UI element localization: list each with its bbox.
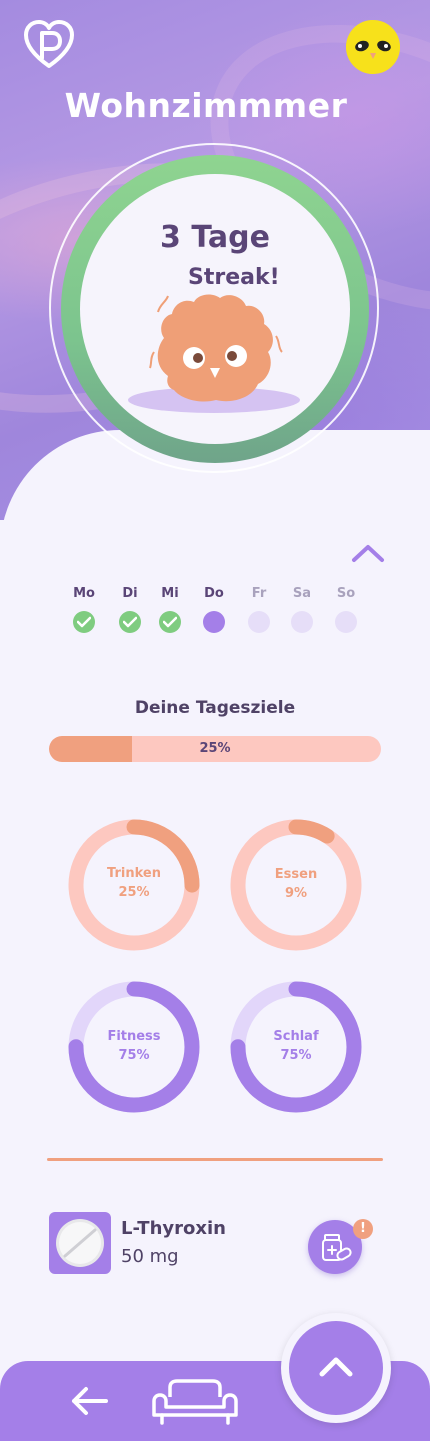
day-status-future — [335, 611, 357, 633]
medicine-bottle-icon — [322, 1234, 352, 1261]
check-icon — [163, 616, 177, 628]
heart-p-logo-icon[interactable] — [22, 18, 76, 72]
goal-name: Fitness — [107, 1029, 161, 1044]
goal-percent: 9% — [284, 886, 308, 901]
goal-percent: 75% — [280, 1048, 312, 1063]
medication-name: L-Thyroxin — [121, 1218, 226, 1239]
pill-icon[interactable] — [49, 1212, 111, 1274]
goal-donut-schlaf[interactable]: Schlaf 75% — [228, 979, 364, 1115]
progress-bar-label: 25% — [199, 741, 231, 756]
daily-goals-progress-bar: 25% — [49, 736, 381, 762]
day-label: Di — [122, 586, 138, 601]
daily-goals-title: Deine Tagesziele — [134, 698, 296, 718]
goal-donut-fitness[interactable]: Fitness 75% — [66, 979, 202, 1115]
day-label: Fr — [251, 586, 267, 601]
streak-count: 3 Tage — [160, 220, 270, 255]
day-label: Mo — [73, 586, 95, 601]
medication-dose: 50 mg — [121, 1246, 179, 1267]
arrow-left-icon[interactable] — [68, 1384, 110, 1418]
day-label: Mi — [161, 586, 179, 601]
day-mi: Mi — [148, 586, 192, 633]
donut-ring — [230, 819, 362, 951]
day-do: Do — [192, 586, 236, 633]
owl-avatar-icon[interactable] — [346, 20, 400, 74]
section-divider — [47, 1158, 383, 1161]
donut-ring — [68, 981, 200, 1113]
goal-name: Schlaf — [273, 1029, 319, 1044]
day-so: So — [324, 586, 368, 633]
goal-name: Essen — [274, 867, 318, 882]
donut-ring — [230, 981, 362, 1113]
medication-alert-badge: ! — [353, 1219, 373, 1239]
day-label: Sa — [292, 586, 312, 601]
day-label: So — [336, 586, 356, 601]
progress-bar-fill — [49, 736, 132, 762]
room-title: Wohnzimmmer — [64, 86, 348, 125]
week-streak-days: Mo Di Mi Do Fr Sa So — [62, 586, 368, 642]
day-status-done — [159, 611, 181, 633]
day-status-done — [73, 611, 95, 633]
expand-fab-button[interactable] — [289, 1321, 383, 1415]
day-status-future — [291, 611, 313, 633]
day-status-future — [248, 611, 270, 633]
chevron-up-icon — [319, 1357, 353, 1377]
donut-ring — [68, 819, 200, 951]
goal-name: Trinken — [107, 866, 161, 881]
day-sa: Sa — [280, 586, 324, 633]
content-panel — [0, 512, 430, 1441]
goal-percent: 25% — [118, 885, 150, 900]
day-label: Do — [204, 586, 224, 601]
goal-percent: 75% — [118, 1048, 150, 1063]
day-status-today — [203, 611, 225, 633]
day-mo: Mo — [62, 586, 106, 633]
streak-label: Streak! — [188, 265, 280, 290]
streak-outer-ring — [49, 143, 379, 473]
goal-donut-trinken[interactable]: Trinken 25% — [66, 817, 202, 953]
day-di: Di — [108, 586, 152, 633]
day-fr: Fr — [237, 586, 281, 633]
day-status-done — [119, 611, 141, 633]
pill-image — [56, 1219, 104, 1267]
goal-donut-essen[interactable]: Essen 9% — [228, 817, 364, 953]
fire-owl-mascot-icon — [128, 294, 300, 413]
check-icon — [77, 616, 91, 628]
sofa-icon[interactable] — [152, 1377, 238, 1427]
collapse-chevron-icon[interactable] — [350, 540, 386, 566]
check-icon — [123, 616, 137, 628]
